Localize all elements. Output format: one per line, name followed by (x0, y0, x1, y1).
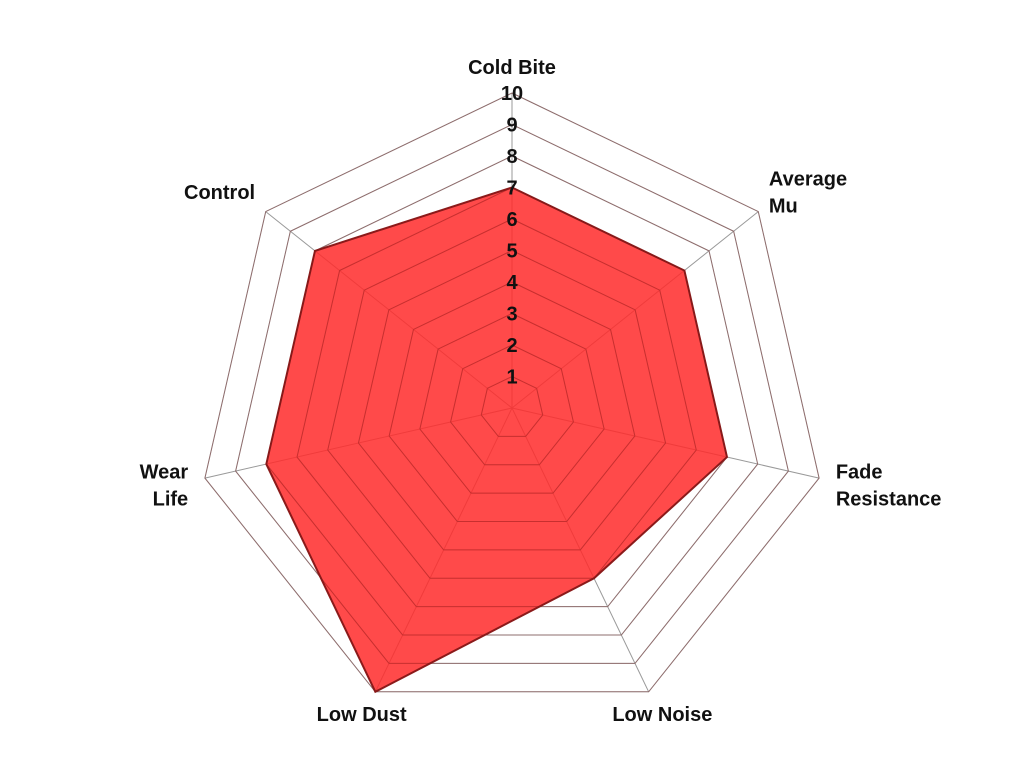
grid-ring-overlay (480, 375, 544, 437)
grid-ring-overlay (235, 123, 789, 664)
grid-ring (204, 92, 820, 693)
axis-label: Cold Bite (468, 57, 556, 79)
grid-ring-overlay (327, 218, 697, 579)
tick-label: 7 (506, 178, 517, 200)
axis-label: Low Noise (612, 704, 712, 726)
tick-label: 4 (506, 272, 518, 294)
tick-label: 2 (506, 335, 517, 357)
grid-ring (235, 123, 789, 664)
grid-ring-overlay (204, 92, 820, 693)
axis-label-line: Resistance (836, 489, 942, 511)
series-area (265, 186, 729, 694)
tick-label: 9 (506, 115, 517, 137)
grid-ring-overlay (419, 312, 605, 494)
axis-label-line: Life (153, 489, 189, 511)
tick-label: 1 (506, 367, 517, 389)
tick-label: 8 (506, 146, 517, 168)
grid-ring-overlay (265, 155, 759, 636)
grid-ring-overlay (450, 344, 574, 466)
tick-label: 3 (506, 304, 517, 326)
tick-label: 6 (506, 209, 517, 231)
axis-label-line: Wear (140, 462, 189, 484)
axis-label: Fade Resistance (836, 462, 942, 511)
tick-label: 10 (501, 83, 523, 105)
axis-label-line: Control (184, 182, 255, 204)
axis-label: Average Mu (769, 168, 847, 217)
axis-label-line: Mu (769, 195, 798, 217)
grid-ring-overlay (357, 249, 667, 551)
axis-label-line: Cold Bite (468, 57, 556, 79)
axis-label: Wear Life (140, 462, 189, 511)
axis-label: Low Dust (317, 704, 407, 726)
grid-ring-overlay (388, 281, 636, 523)
axis-label-line: Average (769, 168, 847, 190)
axis-label-line: Low Dust (317, 704, 407, 726)
axis-label-line: Fade (836, 462, 883, 484)
axis-label: Control (184, 182, 255, 204)
tick-label: 5 (506, 241, 517, 263)
grid-ring-overlay (296, 186, 728, 608)
axis-label-line: Low Noise (612, 704, 712, 726)
